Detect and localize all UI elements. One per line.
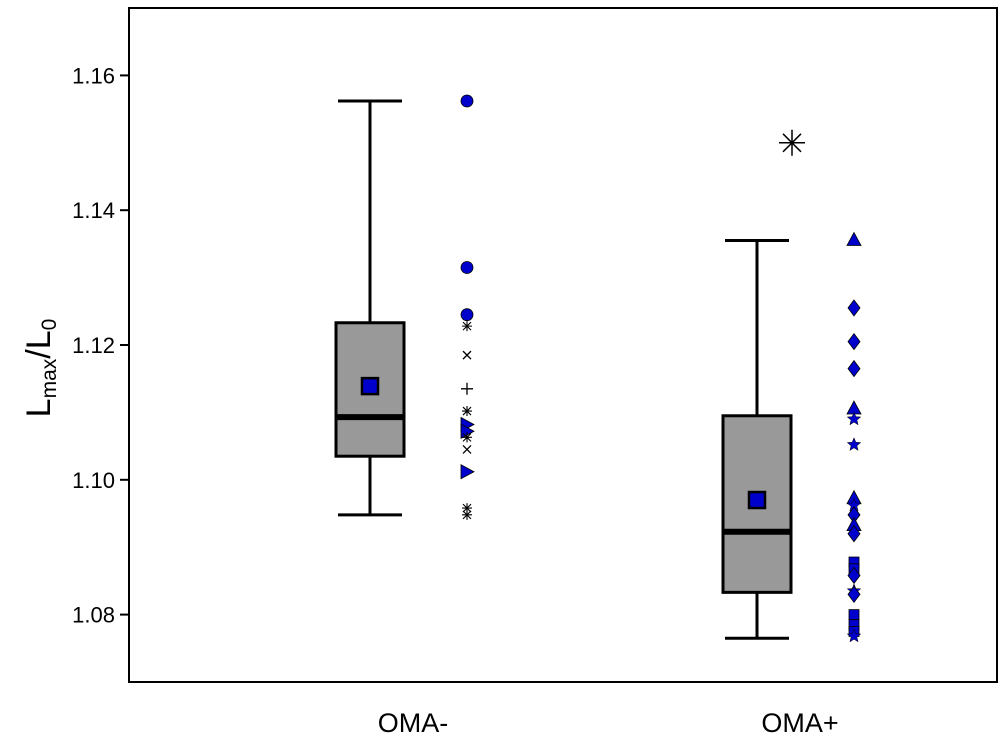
ylabel-main: L: [20, 398, 58, 417]
y-tick-label: 1.10: [72, 468, 115, 493]
point-star: [846, 411, 862, 426]
x-category-label: OMA-: [378, 708, 449, 738]
point-asterisk: [462, 406, 472, 417]
point-diamond: [847, 299, 861, 317]
y-tick-label: 1.14: [72, 198, 115, 223]
outlier-marker: [779, 129, 805, 156]
point-triangle-right: [460, 464, 475, 480]
point-circle: [460, 261, 474, 274]
y-tick-label: 1.12: [72, 333, 115, 358]
point-asterisk: [462, 509, 472, 520]
point-square: [848, 609, 860, 620]
point-plus: [461, 382, 473, 395]
group-OMA-: [334, 94, 475, 520]
point-diamond: [847, 359, 861, 378]
point-diamond: [847, 332, 861, 351]
ylabel-sub2: 0: [38, 319, 61, 331]
box-iqr: [334, 321, 406, 458]
plot-frame: [128, 7, 998, 683]
point-circle: [460, 308, 474, 322]
mean-marker: [360, 376, 380, 396]
point-asterisk: [462, 432, 472, 443]
x-axis: OMA- OMA+: [378, 708, 839, 738]
point-cross: [462, 350, 472, 360]
ylabel-mid: /L: [20, 330, 58, 358]
point-star: [846, 628, 862, 643]
point-star: [846, 437, 862, 451]
point-diamond: [847, 525, 861, 543]
y-tick-label: 1.16: [72, 63, 115, 88]
point-cross: [462, 445, 472, 454]
ylabel-sub1: max: [38, 358, 61, 398]
y-axis: 1.08 1.10 1.12 1.14 1.16: [72, 63, 129, 628]
y-axis-label: Lmax/L0: [20, 319, 61, 418]
group-OMA+: [721, 129, 862, 643]
point-asterisk: [462, 503, 472, 514]
point-diamond: [847, 585, 861, 604]
point-circle: [460, 94, 474, 108]
x-category-label: OMA+: [761, 708, 838, 738]
mean-marker: [747, 490, 767, 510]
y-tick-label: 1.08: [72, 603, 115, 628]
box-groups: [334, 94, 862, 643]
point-triangle-up: [846, 231, 862, 246]
point-asterisk: [462, 321, 472, 332]
